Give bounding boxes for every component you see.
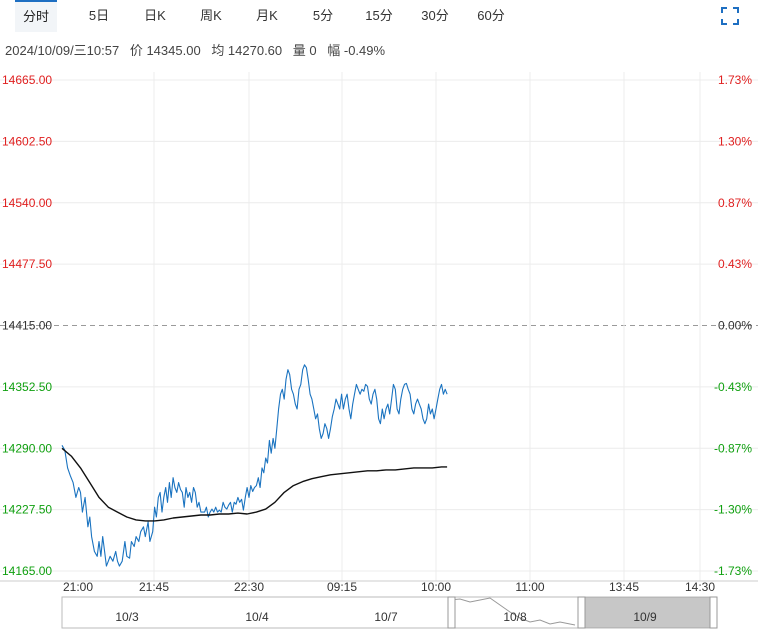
period-tab-bar: 分时 5日 日K 周K 月K 5分 15分 30分 60分 [0,0,758,34]
navigator-date-label: 10/9 [633,610,657,624]
chart-grid [0,72,758,582]
tab-monthly-k[interactable]: 月K [256,8,278,23]
navigator-date-label: 10/3 [115,610,139,624]
tab-30min[interactable]: 30分 [421,8,449,23]
quote-change: 幅 -0.49% [327,43,386,58]
tab-daily-k[interactable]: 日K [144,8,166,23]
average-line [61,447,448,522]
percent-tick-label: -0.87% [714,441,752,455]
price-tick-label: 14352.50 [2,380,52,394]
price-line [61,364,448,567]
percent-tick-label: 0.00% [718,319,752,333]
navigator-selection [585,597,710,628]
navigator-date-label: 10/4 [245,610,269,624]
price-tick-label: 14477.50 [2,257,52,271]
price-tick-label: 14165.00 [2,564,52,578]
tab-5day[interactable]: 5日 [88,8,110,23]
navigator-left-handle[interactable] [447,596,456,629]
quote-datetime: 2024/10/09/三10:57 [5,43,120,58]
quote-average: 均 14270.60 [211,43,283,58]
percent-tick-label: 1.30% [718,134,752,148]
quote-price: 价 14345.00 [129,43,201,58]
time-axis: 21:00 21:45 22:30 09:15 10:00 11:00 13:45 14:30 [63,580,715,594]
range-navigator[interactable]: 10/3 10/4 10/7 10/8 10/9 [61,596,718,629]
navigator-date-label: 10/8 [503,610,527,624]
time-tick-label: 09:15 [327,580,357,594]
series-layer [61,364,448,567]
tab-timeshare[interactable]: 分时 [15,0,57,32]
navigator-mid-handle[interactable] [577,596,586,629]
right-percent-axis: 1.73% 1.30% 0.87% 0.43% 0.00% -0.43% -0.87% -1.… [714,73,752,578]
time-tick-label: 13:45 [609,580,639,594]
tab-60min[interactable]: 60分 [477,8,505,23]
percent-tick-label: 0.43% [718,257,752,271]
time-tick-label: 21:45 [139,580,169,594]
tab-weekly-k[interactable]: 周K [200,8,222,23]
tab-5min[interactable]: 5分 [312,8,334,23]
quote-volume: 量 0 [292,43,317,58]
tab-15min[interactable]: 15分 [365,8,393,23]
price-tick-label: 14227.50 [2,503,52,517]
percent-tick-label: 1.73% [718,73,752,87]
price-tick-label: 14665.00 [2,73,52,87]
navigator-right-handle[interactable] [709,596,718,629]
navigator-date-label: 10/7 [374,610,398,624]
percent-tick-label: -1.30% [714,503,752,517]
price-tick-label: 14290.00 [2,441,52,455]
time-tick-label: 21:00 [63,580,93,594]
percent-tick-label: 0.87% [718,196,752,210]
time-tick-label: 11:00 [515,580,544,594]
time-tick-label: 22:30 [234,580,264,594]
price-tick-label: 14602.50 [2,134,52,148]
fullscreen-icon[interactable] [720,6,740,26]
left-price-axis: 14665.00 14602.50 14540.00 14477.50 14415.00… [2,73,52,578]
price-tick-label: 14540.00 [2,196,52,210]
percent-tick-label: -1.73% [714,564,752,578]
navigator-sparkline [449,597,576,626]
time-tick-label: 10:00 [421,580,451,594]
quote-info-bar: 2024/10/09/三10:57 价 14345.00 均 14270.60 … [5,40,392,59]
price-tick-label: 14415.00 [2,319,52,333]
time-tick-label: 14:30 [685,580,715,594]
percent-tick-label: -0.43% [714,380,752,394]
